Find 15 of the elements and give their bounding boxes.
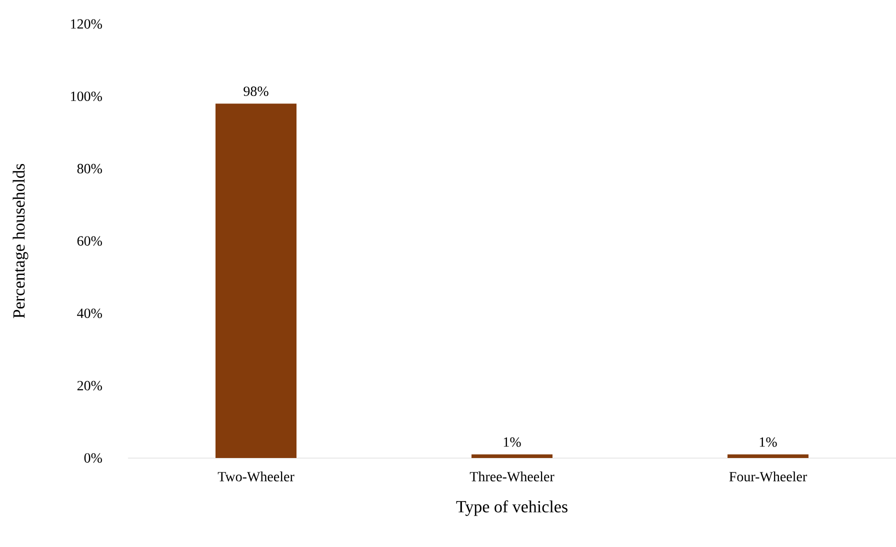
y-tick-label: 80% [77,164,102,174]
y-tick-label: 100% [71,92,102,102]
y-tick-label: 0% [84,453,102,463]
y-tick-label: 120% [71,19,102,29]
y-tick-label: 20% [77,380,102,390]
x-tick-label: Three-Wheeler [470,472,554,482]
data-label: 98% [244,86,268,96]
x-axis-title: Type of vehicles [456,500,568,516]
y-tick-label: 40% [77,308,102,318]
data-label: 1% [504,437,521,447]
x-tick-label: Two-Wheeler [218,472,294,482]
x-tick-label: Four-Wheeler [729,472,808,482]
y-tick-label: 60% [77,236,102,246]
y-axis-title: Percentage households [12,164,28,318]
data-label: 1% [760,437,777,447]
